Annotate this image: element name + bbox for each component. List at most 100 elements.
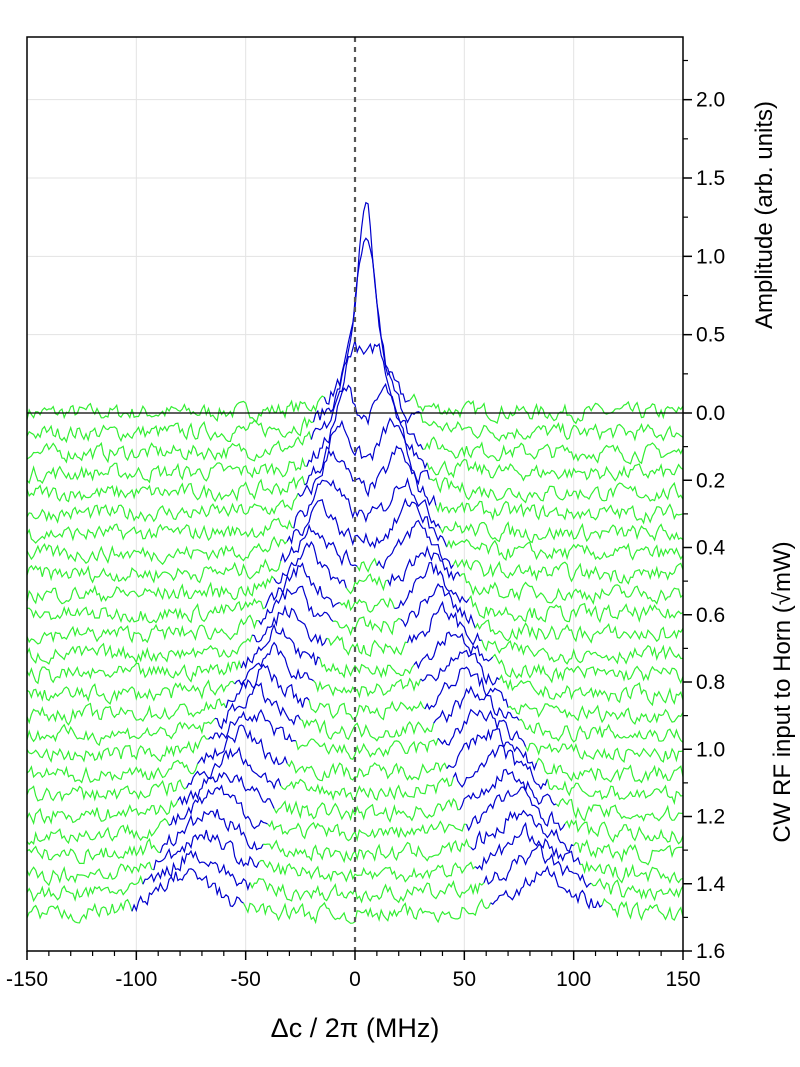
trace-line <box>429 477 684 504</box>
trace-line <box>518 718 684 743</box>
trace-line <box>273 540 347 589</box>
y-axis-label-amplitude: Amplitude (arb. units) <box>751 101 778 329</box>
y-tick-label-rf: 0.4 <box>696 537 726 560</box>
trace-line <box>601 897 684 922</box>
trace-line <box>459 573 684 605</box>
trace-line <box>424 666 509 711</box>
grid <box>27 37 683 951</box>
trace-line <box>468 594 684 624</box>
trace-line <box>564 819 684 845</box>
trace-line <box>214 682 301 730</box>
y-tick-label-rf: 0.8 <box>696 671 725 694</box>
trace-line <box>339 597 395 613</box>
trace-line <box>26 430 312 464</box>
trace-line <box>26 679 236 705</box>
trace-line <box>310 340 424 450</box>
y-tick-label-amplitude: 0.5 <box>696 324 725 347</box>
trace-line <box>483 843 592 889</box>
trace-line <box>280 523 358 567</box>
y-tick-label-amplitude: 0.0 <box>696 402 725 425</box>
trace-line <box>26 898 133 924</box>
trace-line <box>555 797 684 822</box>
trace-line <box>452 558 684 585</box>
trace-line <box>26 558 282 584</box>
trace-line <box>446 538 684 561</box>
trace-line <box>168 784 268 830</box>
trace-line <box>297 445 437 507</box>
trace-line <box>177 771 275 809</box>
trace-line <box>573 839 684 866</box>
trace-line <box>580 860 684 884</box>
trace-line <box>376 519 454 570</box>
trace-line <box>258 859 476 883</box>
trace-line <box>26 575 275 605</box>
trace-line <box>406 600 482 646</box>
trace-line <box>153 829 260 871</box>
trace-line <box>263 838 472 864</box>
trace-line <box>26 475 306 503</box>
x-tick-label: 100 <box>556 968 591 991</box>
trace-line <box>474 619 684 644</box>
trace-line <box>197 724 288 766</box>
trace-line <box>267 819 467 842</box>
trace-line <box>470 809 574 853</box>
trace-series <box>26 201 684 925</box>
trace-line <box>26 861 155 887</box>
trace-line <box>286 497 448 550</box>
trace-line <box>26 759 199 784</box>
trace-line <box>312 237 421 424</box>
x-tick-label: -50 <box>230 968 260 991</box>
trace-line <box>26 597 266 624</box>
trace-line <box>26 456 308 485</box>
trace-line <box>258 585 334 626</box>
x-axis-label: Δc / 2π (MHz) <box>271 1013 440 1043</box>
trace-line <box>26 717 216 747</box>
trace-line <box>465 786 566 832</box>
trace-line <box>26 634 253 665</box>
trace-line <box>525 742 684 763</box>
trace-line <box>240 623 321 670</box>
x-tick-label: 150 <box>665 968 700 991</box>
trace-line <box>507 703 684 725</box>
trace-line <box>26 874 144 903</box>
trace-line <box>26 799 179 826</box>
trace-line <box>286 759 448 782</box>
trace-line <box>498 673 684 707</box>
trace-line <box>142 849 251 892</box>
trace-line <box>313 677 422 699</box>
trace-line <box>356 557 378 573</box>
y-tick-label-rf: 1.2 <box>696 806 725 829</box>
trace-line <box>452 744 548 791</box>
trace-line <box>249 877 485 904</box>
trace-line <box>546 778 684 806</box>
axes: -150 -100 -50 0 50 100 150 2.0 1.5 1.0 0.5 0.0 0.2 0.… <box>6 59 726 991</box>
trace-line <box>306 382 428 470</box>
trace-line <box>409 393 684 425</box>
trace-line <box>131 868 244 913</box>
x-tick-label: -100 <box>115 968 157 991</box>
trace-line <box>437 708 527 747</box>
trace-line <box>26 517 295 544</box>
trace-line <box>225 663 310 709</box>
trace-line <box>234 641 314 686</box>
trace-line <box>26 734 209 764</box>
trace-line <box>293 477 441 529</box>
y-tick-label-rf: 0.2 <box>696 469 725 492</box>
trace-line <box>332 616 402 637</box>
trace-line <box>400 583 476 629</box>
trace-line <box>433 685 520 724</box>
y-tick-label-rf: 1.0 <box>696 738 725 761</box>
trace-line <box>420 412 684 442</box>
trace-line <box>26 614 259 645</box>
trace-line <box>26 659 242 685</box>
trace-line <box>420 649 500 686</box>
trace-line <box>345 573 389 595</box>
trace-line <box>422 436 684 465</box>
trace-line <box>439 520 684 544</box>
trace-line <box>280 777 454 801</box>
trace-line <box>26 535 288 566</box>
trace-line <box>535 757 684 784</box>
y-tick-label-rf: 1.4 <box>696 873 726 896</box>
trace-line <box>481 639 684 665</box>
